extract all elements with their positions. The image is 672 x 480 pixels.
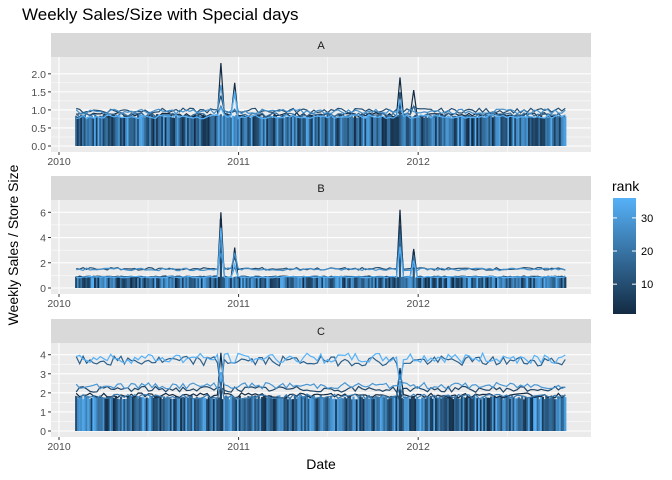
panel-a: A 0.0 0.5 1.0 1.5 2.0 2010 2011 2012 xyxy=(31,33,591,168)
panel-c-x-ticks: 2010 2011 2012 xyxy=(47,437,430,453)
y-tick-label: 1 xyxy=(40,407,46,419)
y-tick-label: 0.5 xyxy=(31,123,46,135)
panel-b-strip xyxy=(51,176,591,200)
y-axis-label: Weekly Sales / Store Size xyxy=(5,164,21,325)
panel-a-lines xyxy=(75,62,566,120)
legend-title: rank xyxy=(612,178,640,194)
panel-c-bars xyxy=(75,377,567,431)
x-tick-label: 2011 xyxy=(227,156,250,168)
legend-tick-label: 30 xyxy=(641,213,653,225)
panel-b: B 0 2 4 6 2010 2011 2012 xyxy=(40,176,591,310)
legend: rank 10 20 30 xyxy=(612,178,653,314)
panel-c-strip-label: C xyxy=(317,326,325,338)
y-tick-label: 0 xyxy=(40,283,46,295)
x-tick-label: 2010 xyxy=(47,441,71,453)
x-tick-label: 2012 xyxy=(406,298,430,310)
rank-series-line xyxy=(76,95,566,116)
x-tick-label: 2011 xyxy=(227,441,250,453)
legend-colorbar xyxy=(613,198,636,314)
rank-series-line xyxy=(75,352,566,399)
x-tick-label: 2010 xyxy=(47,298,71,310)
y-tick-label: 2 xyxy=(40,388,46,400)
rank-series-line xyxy=(75,384,566,400)
rank-series-line xyxy=(75,372,566,391)
rank-series-line xyxy=(75,84,566,115)
y-tick-label: 0.0 xyxy=(31,141,46,153)
panel-c-lines xyxy=(75,351,566,404)
panel-b-strip-label: B xyxy=(317,183,324,195)
legend-ticks: 10 20 30 xyxy=(613,213,653,291)
legend-tick-label: 20 xyxy=(641,246,653,258)
panel-c: C 0 1 2 3 4 2010 2011 2012 xyxy=(40,319,591,453)
panel-b-y-ticks: 0 2 4 6 xyxy=(40,207,51,295)
y-tick-label: 2 xyxy=(40,258,46,270)
x-tick-label: 2012 xyxy=(406,156,430,168)
panel-c-strip xyxy=(51,319,591,343)
legend-tick-label: 10 xyxy=(641,279,653,291)
y-tick-label: 4 xyxy=(40,350,46,362)
panel-b-x-ticks: 2010 2011 2012 xyxy=(47,294,430,310)
y-tick-label: 0 xyxy=(40,426,46,438)
y-tick-label: 6 xyxy=(40,207,46,219)
y-tick-label: 1.5 xyxy=(31,87,46,99)
panel-a-strip-label: A xyxy=(317,40,325,52)
panel-c-y-ticks: 0 1 2 3 4 xyxy=(40,350,51,438)
x-tick-label: 2010 xyxy=(47,156,71,168)
y-tick-label: 2.0 xyxy=(31,69,46,81)
rank-series-line xyxy=(76,90,566,120)
x-tick-label: 2012 xyxy=(406,441,430,453)
y-tick-label: 4 xyxy=(40,233,46,245)
rank-series-line xyxy=(75,385,566,404)
panel-a-strip xyxy=(51,33,591,57)
x-axis-label: Date xyxy=(306,456,336,472)
x-tick-label: 2011 xyxy=(227,298,250,310)
panel-a-bars xyxy=(75,92,567,146)
panel-a-y-ticks: 0.0 0.5 1.0 1.5 2.0 xyxy=(31,69,51,153)
y-tick-label: 3 xyxy=(40,369,46,381)
panel-b-lines xyxy=(75,209,566,279)
chart-title: Weekly Sales/Size with Special days xyxy=(22,5,299,24)
rank-series-line xyxy=(76,227,566,279)
rank-series-line xyxy=(75,354,566,389)
y-tick-label: 1.0 xyxy=(31,105,46,117)
rank-series-line xyxy=(75,351,566,390)
panel-a-x-ticks: 2010 2011 2012 xyxy=(47,152,430,168)
rank-series-line xyxy=(76,247,566,272)
